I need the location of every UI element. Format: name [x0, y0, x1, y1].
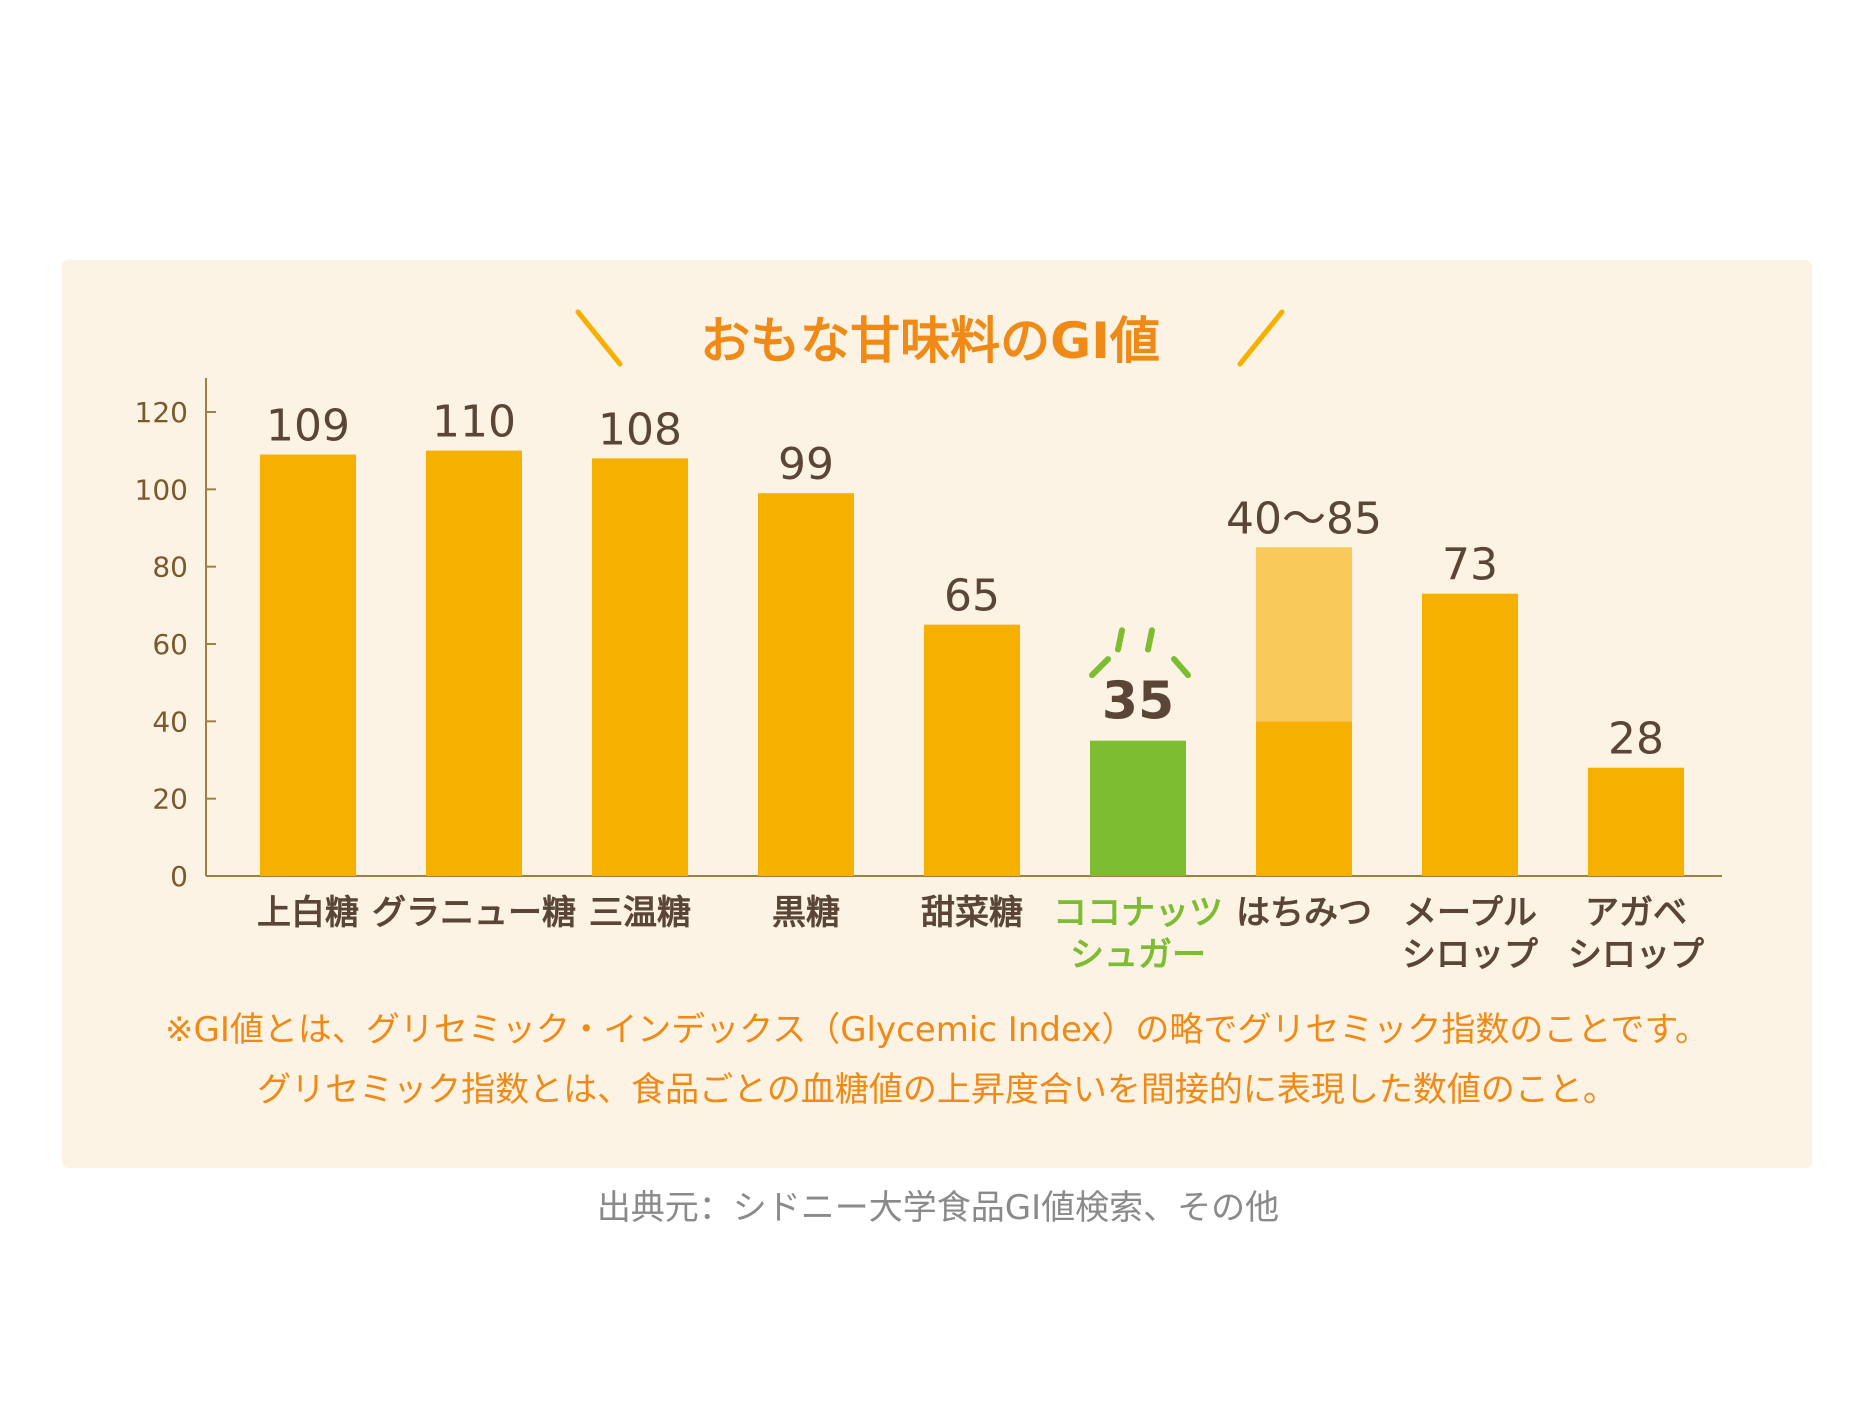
value-label: 65 — [944, 571, 1000, 622]
highlight-sparkle-icon — [1089, 627, 1191, 679]
category-label: シュガー — [1070, 935, 1206, 975]
sparkle-ray — [1115, 627, 1125, 653]
value-label: 99 — [778, 439, 834, 490]
source-credit: 出典元：シドニー大学食品GI値検索、その他 — [596, 1188, 1280, 1228]
y-tick-label: 20 — [152, 783, 188, 816]
value-label: 108 — [598, 404, 682, 455]
bars — [260, 450, 1684, 876]
bar — [1588, 767, 1684, 876]
value-label: 40〜85 — [1226, 493, 1382, 544]
category-label: 甜菜糖 — [921, 893, 1023, 933]
value-label: 73 — [1442, 540, 1498, 591]
category-label: ココナッツ — [1053, 893, 1223, 933]
y-tick-label: 60 — [152, 628, 188, 661]
bar — [924, 624, 1020, 876]
y-tick-label: 40 — [152, 705, 188, 738]
bar — [592, 458, 688, 876]
bar — [1422, 593, 1518, 876]
value-label: 28 — [1608, 714, 1664, 765]
bar — [758, 493, 854, 876]
category-label: 上白糖 — [257, 893, 359, 933]
category-label: シロップ — [1402, 935, 1538, 975]
title-left-slash — [575, 309, 623, 367]
category-label: アガベ — [1585, 893, 1687, 933]
bar — [260, 454, 356, 876]
bar-range-upper — [1256, 547, 1352, 722]
category-label: グラニュー糖 — [372, 893, 576, 933]
category-label: メープル — [1403, 893, 1537, 933]
sparkle-ray — [1171, 656, 1191, 679]
bar-highlight — [1090, 740, 1186, 876]
category-label: はちみつ — [1236, 893, 1372, 933]
title-right-slash — [1237, 309, 1285, 367]
category-label: 黒糖 — [772, 893, 840, 933]
value-label: 35 — [1102, 672, 1174, 732]
note-line-2: グリセミック指数とは、食品ごとの血糖値の上昇度合いを間接的に表現した数値のこと。 — [257, 1070, 1617, 1110]
value-labels: 109 110 108 99 65 35 40〜85 73 28 — [266, 397, 1664, 765]
category-label: シロップ — [1568, 935, 1704, 975]
sparkle-ray — [1145, 627, 1155, 653]
bar — [426, 450, 522, 876]
sparkle-ray — [1089, 656, 1111, 679]
y-tick-label: 100 — [135, 473, 188, 506]
y-tick-label: 80 — [152, 551, 188, 584]
category-label: 三温糖 — [589, 893, 691, 933]
chart-title: おもな甘味料のGI値 — [700, 312, 1160, 370]
value-label: 110 — [432, 397, 516, 448]
y-tick-label: 0 — [170, 860, 188, 893]
value-label: 109 — [266, 401, 350, 452]
note-line-1: ※GI値とは、グリセミック・インデックス（Glycemic Index）の略でグ… — [165, 1010, 1709, 1050]
bar — [1256, 721, 1352, 876]
y-tick-label: 120 — [135, 396, 188, 429]
